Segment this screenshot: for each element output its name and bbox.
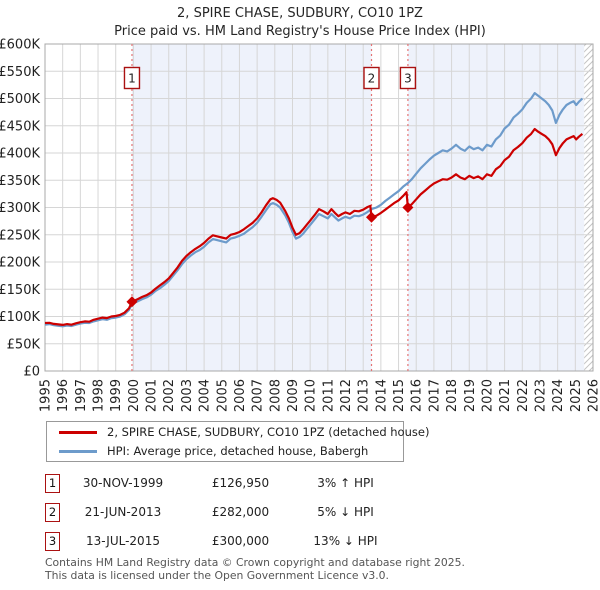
x-axis-tick-label: 2007 — [251, 379, 266, 412]
x-axis-tick-label: 2025 — [569, 379, 584, 412]
x-axis-tick-label: 1996 — [56, 379, 71, 412]
page-subtitle: Price paid vs. HM Land Registry's House … — [114, 24, 486, 39]
sale-flag-number: 2 — [368, 72, 376, 86]
sale-flag-number: 1 — [128, 72, 136, 86]
sale-flag-box — [399, 66, 417, 90]
x-axis-tick-label: 2010 — [304, 379, 319, 412]
x-axis-tick-label: 2009 — [286, 379, 301, 412]
price-history-chart: 1 2 3 £0 £50K £100K £150K £200K £250K £300K £350K £… — [0, 38, 600, 413]
x-axis-tick-label: 2015 — [392, 379, 407, 412]
x-axis-tick-label: 2012 — [339, 379, 354, 412]
y-axis-tick-label: £400K — [0, 147, 40, 162]
x-axis-tick-label: 2016 — [410, 379, 425, 412]
y-axis-tick-label: £0 — [23, 365, 40, 380]
legend-label-hpi: HPI: Average price, detached house, Babe… — [107, 444, 369, 458]
x-axis-tick-label: 2001 — [145, 379, 160, 412]
y-axis-tick-label: £200K — [0, 256, 40, 271]
transaction-row: 1 30-NOV-1999 £126,950 3% ↑ HPI — [45, 473, 455, 493]
transaction-price: £126,950 — [211, 476, 270, 490]
y-axis-tick-label: £50K — [7, 337, 41, 352]
y-axis-tick-label: £500K — [0, 92, 40, 107]
transaction-date: 21-JUN-2013 — [84, 505, 162, 519]
transaction-hpi-delta: 13% ↓ HPI — [313, 534, 378, 548]
x-axis-tick-label: 1998 — [92, 379, 107, 412]
y-axis-tick-label: £100K — [0, 310, 40, 325]
x-axis-tick-label: 2020 — [480, 379, 495, 412]
transaction-price: £282,000 — [211, 505, 270, 519]
footer-line-2: This data is licensed under the Open Gov… — [45, 568, 389, 582]
x-axis-tick-label: 2018 — [445, 379, 460, 412]
x-axis-tick-label: 2019 — [463, 379, 478, 412]
y-axis-tick-label: £550K — [0, 65, 40, 80]
sale-marker — [126, 296, 138, 308]
transaction-row: 2 21-JUN-2013 £282,000 5% ↓ HPI — [45, 502, 455, 522]
transaction-number-box: 3 — [45, 531, 60, 551]
footer-line-1: Contains HM Land Registry data © Crown c… — [45, 556, 465, 569]
sale-flag-number: 3 — [404, 72, 412, 86]
sale-marker — [402, 202, 414, 213]
x-axis-tick-label: 2021 — [498, 379, 513, 412]
y-axis-tick-label: £150K — [0, 283, 40, 298]
x-axis-tick-label: 2024 — [551, 379, 566, 412]
hpi-line-swatch — [59, 449, 97, 453]
x-axis-tick-label: 2004 — [198, 379, 213, 412]
transaction-row: 3 13-JUL-2015 £300,000 13% ↓ HPI — [45, 531, 455, 551]
x-axis-tick-label: 1999 — [109, 379, 124, 412]
sale-flag-box — [123, 66, 141, 90]
license-footer: Contains HM Land Registry data © Crown c… — [45, 556, 465, 582]
x-axis-tick-label: 1997 — [74, 379, 89, 412]
y-axis-tick-label: £350K — [0, 174, 40, 189]
x-axis-tick-label: 2000 — [127, 379, 142, 412]
page-title: 2, SPIRE CHASE, SUDBURY, CO10 1PZ — [177, 6, 423, 21]
transaction-hpi-delta: 5% ↓ HPI — [317, 505, 374, 519]
transaction-date: 13-JUL-2015 — [86, 534, 160, 548]
x-axis-tick-label: 2014 — [374, 379, 389, 412]
x-axis-tick-label: 2008 — [268, 379, 283, 412]
x-axis-tick-label: 1995 — [39, 379, 54, 412]
legend-item-property: 2, SPIRE CHASE, SUDBURY, CO10 1PZ (detac… — [47, 424, 429, 440]
x-axis-tick-label: 2013 — [357, 379, 372, 412]
transaction-number-box: 1 — [45, 473, 60, 493]
x-axis-tick-label: 2022 — [516, 379, 531, 412]
property-line-swatch — [59, 430, 97, 434]
x-axis-tick-label: 2006 — [233, 379, 248, 412]
transaction-price: £300,000 — [211, 534, 270, 548]
x-axis-tick-label: 2005 — [215, 379, 230, 412]
hpi-line — [44, 91, 584, 328]
transactions-table: 1 30-NOV-1999 £126,950 3% ↑ HPI 2 21-JUN… — [45, 473, 455, 560]
transaction-number-box: 2 — [45, 502, 60, 522]
chart-legend: 2, SPIRE CHASE, SUDBURY, CO10 1PZ (detac… — [46, 421, 429, 462]
x-axis-tick-label: 2023 — [533, 379, 548, 412]
x-axis-tick-label: 2026 — [587, 379, 600, 412]
legend-label-property: 2, SPIRE CHASE, SUDBURY, CO10 1PZ (detac… — [107, 425, 430, 439]
y-axis-tick-label: £250K — [0, 228, 40, 243]
x-axis-tick-label: 2011 — [321, 379, 336, 412]
y-axis-tick-label: £300K — [0, 201, 40, 216]
y-axis-tick-label: £600K — [0, 38, 40, 53]
plot-border — [44, 43, 594, 372]
transaction-date: 30-NOV-1999 — [82, 476, 164, 490]
x-axis-tick-label: 2017 — [427, 379, 442, 412]
x-axis-tick-label: 2003 — [180, 379, 195, 412]
x-axis-tick-label: 2002 — [162, 379, 177, 412]
y-axis-tick-label: £450K — [0, 119, 40, 134]
legend-item-hpi: HPI: Average price, detached house, Babe… — [47, 443, 403, 459]
property-line — [44, 127, 584, 326]
transaction-hpi-delta: 3% ↑ HPI — [317, 476, 374, 490]
sale-flag-box — [363, 66, 380, 90]
sale-marker — [366, 211, 378, 223]
